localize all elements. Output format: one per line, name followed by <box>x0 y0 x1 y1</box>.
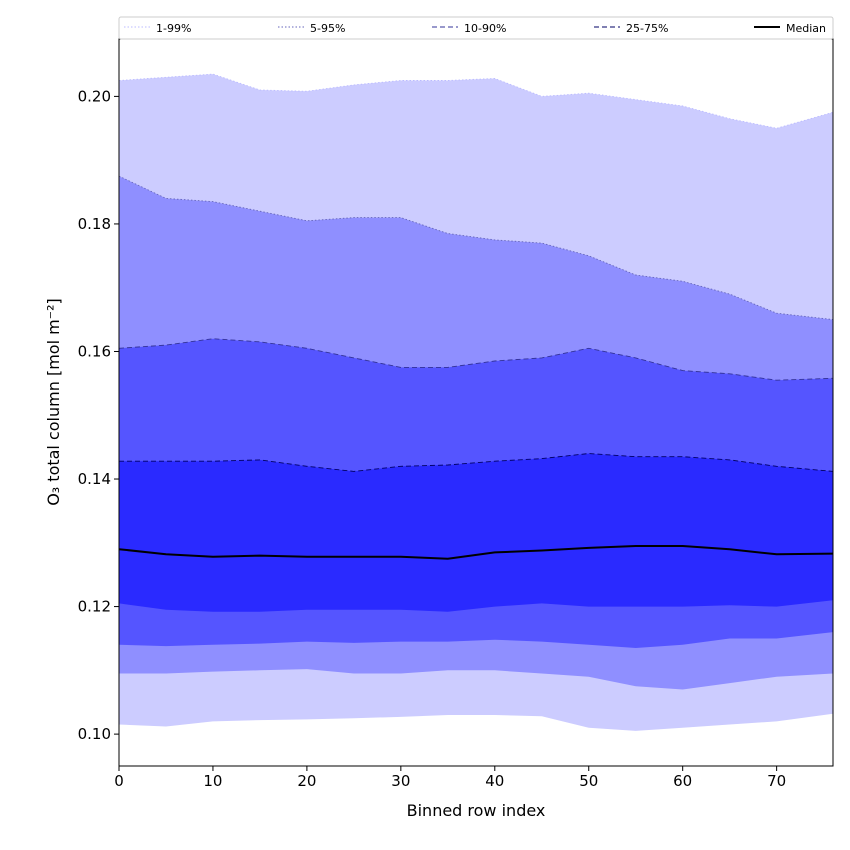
y-tick-label: 0.20 <box>78 87 111 105</box>
y-axis: 0.10 0.12 0.14 0.16 0.18 0.20 <box>78 87 119 743</box>
legend-label: 10-90% <box>464 22 506 35</box>
band-upper-edge-0 <box>118 73 834 129</box>
x-tick-label: 40 <box>485 772 504 790</box>
x-tick-label: 70 <box>767 772 786 790</box>
legend-items: 1-99% 5-95% 10-90% 25-75% Median <box>124 22 826 35</box>
bands-layer <box>118 73 834 731</box>
x-tick-label: 50 <box>579 772 598 790</box>
y-tick-label: 0.10 <box>78 725 111 743</box>
x-tick-label: 30 <box>391 772 410 790</box>
legend-label: 5-95% <box>310 22 345 35</box>
median-line <box>118 545 834 560</box>
band-upper-edge-1 <box>118 175 834 321</box>
legend: 1-99% 5-95% 10-90% 25-75% Median <box>118 16 834 40</box>
legend-label: 1-99% <box>156 22 191 35</box>
x-tick-label: 20 <box>297 772 316 790</box>
band-upper-edge-2 <box>118 338 834 381</box>
x-axis: 0 10 20 30 40 50 60 70 <box>114 766 786 790</box>
x-axis-label: Binned row index <box>407 801 546 820</box>
y-tick-label: 0.14 <box>78 470 111 488</box>
y-tick-label: 0.16 <box>78 342 111 360</box>
legend-box <box>118 16 834 40</box>
median-layer <box>118 545 834 560</box>
y-tick-label: 0.18 <box>78 215 111 233</box>
x-tick-label: 10 <box>203 772 222 790</box>
legend-label: 25-75% <box>626 22 668 35</box>
band-25-75pct <box>119 453 833 612</box>
y-tick-label: 0.12 <box>78 598 111 616</box>
band-upper-edge-3 <box>119 453 834 472</box>
x-tick-label: 0 <box>114 772 124 790</box>
x-tick-label: 60 <box>673 772 692 790</box>
y-axis-label: O₃ total column [mol m⁻²] <box>44 298 63 506</box>
legend-label: Median <box>786 22 826 35</box>
